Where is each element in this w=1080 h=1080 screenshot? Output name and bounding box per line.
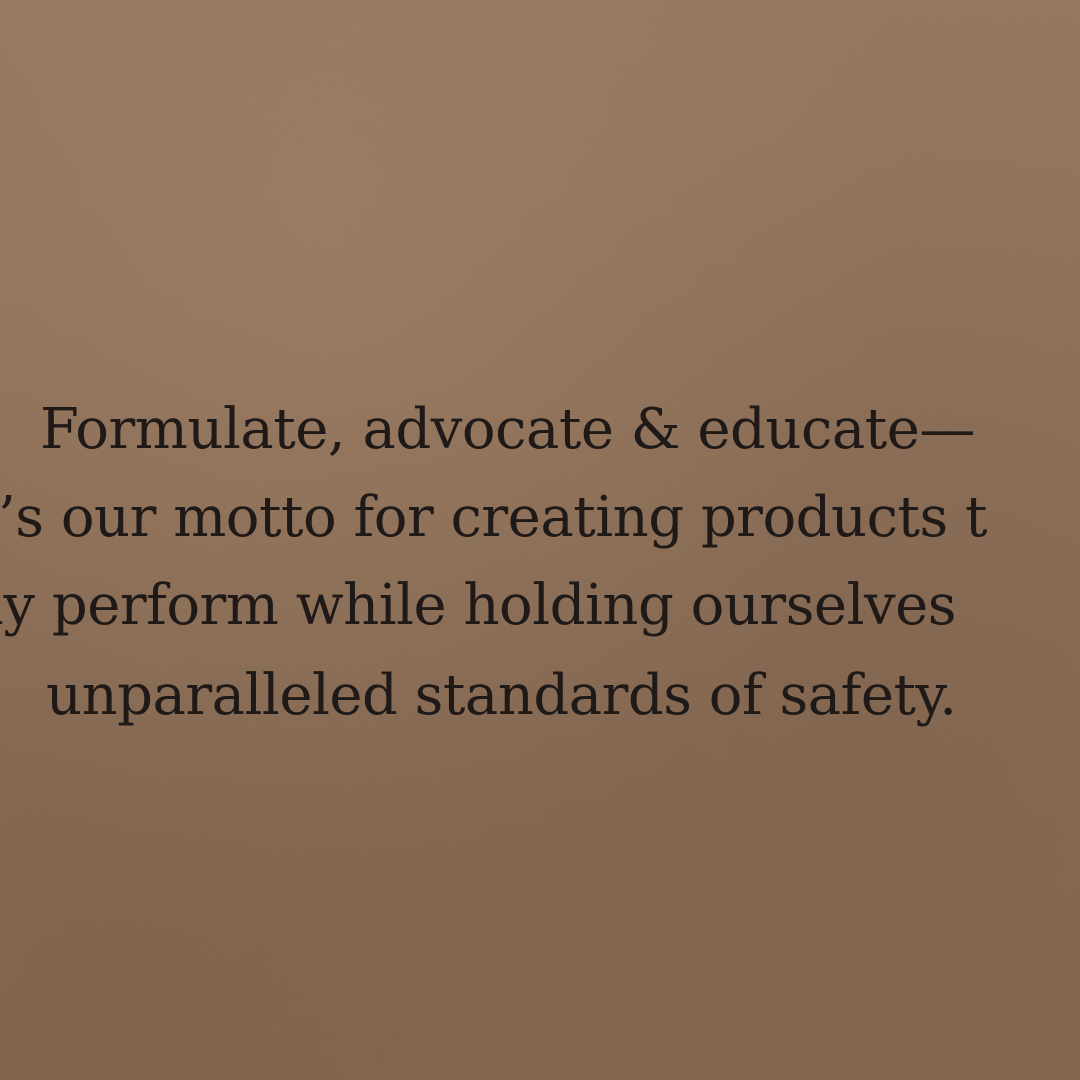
motto-line-2: t’s our motto for creating products t — [0, 485, 988, 550]
motto-line-4: unparalleled standards of safety. — [46, 663, 957, 728]
motto-line-3: ly perform while holding ourselves — [0, 573, 957, 638]
motto-line-1: Formulate, advocate & educate— — [40, 397, 975, 462]
motto-text-block: Formulate, advocate & educate— t’s our m… — [0, 388, 1080, 768]
